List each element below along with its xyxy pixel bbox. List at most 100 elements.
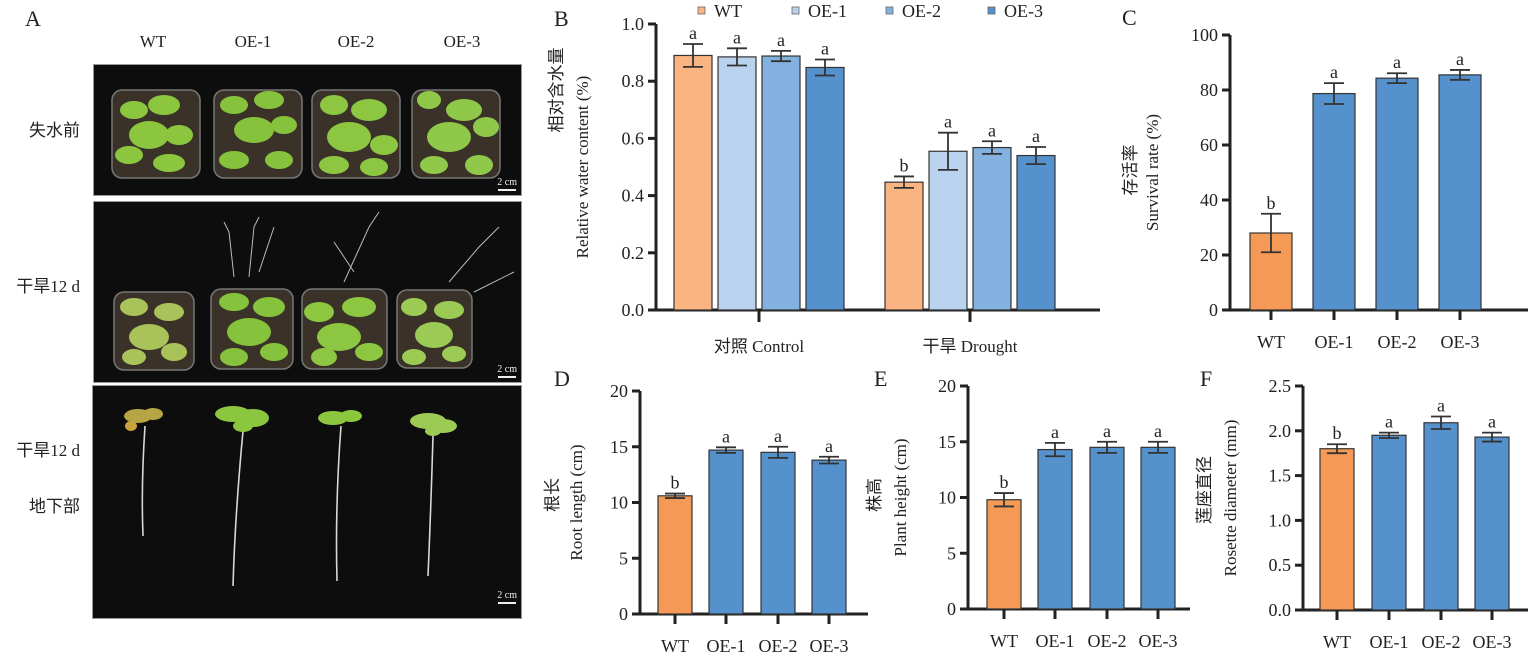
y-tick-label: 40	[1200, 190, 1218, 210]
y-tick-label: 0	[947, 599, 956, 619]
bar	[1037, 448, 1073, 610]
legend-swatch	[791, 6, 800, 15]
y-tick-label: 10	[610, 493, 628, 513]
x-tick-label: WT	[1323, 632, 1351, 652]
y-tick-label: 100	[1191, 25, 1218, 45]
legend-label: OE-2	[902, 1, 941, 21]
x-tick-label: OE-1	[707, 636, 746, 656]
y-axis-label-cn: 相对含水量	[547, 48, 566, 133]
pot-wt	[111, 89, 201, 179]
bar	[1371, 434, 1407, 611]
y-tick-label: 2.0	[1269, 421, 1292, 441]
chart-plant-height: 0 5 10 15 20 Plant height (cm) 株高 b WT a OE-1 a OE-2…	[865, 376, 1190, 651]
significance-letter: a	[722, 426, 730, 446]
y-tick-label: 2.5	[1269, 376, 1292, 396]
scale-bar-3: 2 cm	[497, 590, 517, 604]
bar	[972, 146, 1012, 311]
bar	[986, 499, 1022, 610]
roots	[141, 425, 434, 587]
bar	[1016, 154, 1056, 311]
y-tick-label: 15	[938, 432, 956, 452]
x-tick-label: 干旱 Drought	[923, 337, 1018, 356]
bar	[1319, 448, 1355, 611]
y-tick-label: 1.0	[622, 14, 645, 34]
y-tick-label: 20	[1200, 245, 1218, 265]
rosette-oe2	[318, 410, 362, 425]
bar	[1140, 446, 1176, 610]
significance-letter: a	[944, 112, 952, 132]
x-tick-label: WT	[661, 636, 689, 656]
significance-letter: a	[774, 426, 782, 446]
legend-swatch	[987, 6, 996, 15]
bar	[1438, 74, 1482, 311]
bar	[811, 459, 847, 615]
bar	[673, 54, 713, 311]
significance-letter: a	[733, 27, 741, 47]
y-tick-label: 60	[1200, 135, 1218, 155]
panel-e-letter: E	[874, 366, 888, 391]
significance-letter: a	[1051, 422, 1059, 442]
y-axis-label: Root length (cm)	[567, 444, 586, 560]
bar	[657, 495, 693, 615]
x-tick-label: OE-3	[1441, 332, 1480, 352]
x-tick-label: OE-2	[759, 636, 798, 656]
panel-b-letter: B	[554, 6, 569, 31]
legend-label: OE-3	[1004, 1, 1043, 21]
significance-letter: b	[1000, 472, 1009, 492]
pot-wt-drought	[113, 291, 195, 371]
scale-bar-label: 2 cm	[497, 590, 517, 601]
y-tick-label: 0.8	[622, 71, 645, 91]
scale-bar-2: 2 cm	[497, 364, 517, 378]
pot-oe1-drought	[210, 288, 294, 370]
significance-letter: a	[777, 30, 785, 50]
y-tick-label: 0.4	[622, 186, 645, 206]
y-axis-label: Rosette diameter (mm)	[1221, 420, 1240, 577]
scale-bar-1: 2 cm	[497, 177, 517, 191]
x-tick-label: OE-3	[810, 636, 849, 656]
chart-survival-rate: 0 20 40 60 80 100 Survival rate (%)存活率 b WT a OE-1…	[1121, 25, 1528, 352]
panel-f-letter: F	[1200, 366, 1213, 391]
y-tick-label: 0.2	[622, 243, 645, 263]
significance-letter: a	[689, 23, 697, 43]
significance-letter: a	[1103, 421, 1111, 441]
panel-a-letter: A	[25, 6, 41, 31]
row-label-drought-12d-roots: 干旱12 d	[16, 441, 80, 460]
y-axis-label-cn: 根长	[543, 478, 562, 512]
pot-oe2-drought	[301, 288, 388, 370]
significance-letter: a	[988, 120, 996, 140]
x-tick-label: OE-2	[1378, 332, 1417, 352]
significance-letter: b	[671, 473, 680, 493]
y-tick-label: 20	[610, 381, 628, 401]
plant-photo-illustration	[111, 89, 501, 179]
column-label-oe3: OE-3	[443, 32, 481, 51]
y-tick-label: 10	[938, 488, 956, 508]
x-tick-label: OE-3	[1139, 631, 1178, 651]
y-tick-label: 0.0	[1269, 600, 1292, 620]
bar	[928, 150, 968, 311]
x-tick-label: 对照 Control	[714, 337, 804, 356]
pot-oe3-drought	[396, 289, 473, 369]
bar	[717, 56, 757, 311]
significance-letter: b	[1267, 193, 1276, 213]
rosette-oe1	[215, 406, 269, 432]
photo-drought-12d: 2 cm	[93, 201, 522, 383]
panel-d-letter: D	[554, 366, 570, 391]
significance-letter: b	[900, 155, 909, 175]
bar	[884, 181, 924, 311]
chart-relative-water-content: 0.0 0.2 0.4 0.6 0.8 1.0 Relative water content…	[547, 1, 1100, 356]
y-tick-label: 5	[619, 548, 628, 568]
bar	[708, 449, 744, 615]
column-label-oe1: OE-1	[234, 32, 272, 51]
x-tick-label: OE-1	[1370, 632, 1409, 652]
x-tick-label: OE-3	[1473, 632, 1512, 652]
column-label-wt: WT	[139, 32, 167, 51]
y-tick-label: 1.5	[1269, 466, 1292, 486]
row-label-underground: 地下部	[29, 497, 80, 516]
significance-letter: a	[825, 436, 833, 456]
root-photo-illustration	[124, 406, 457, 587]
y-tick-label: 0	[619, 604, 628, 624]
x-tick-label: OE-2	[1088, 631, 1127, 651]
legend-label: OE-1	[808, 1, 847, 21]
rosette-wt	[124, 408, 163, 431]
scale-bar-label: 2 cm	[497, 177, 517, 188]
